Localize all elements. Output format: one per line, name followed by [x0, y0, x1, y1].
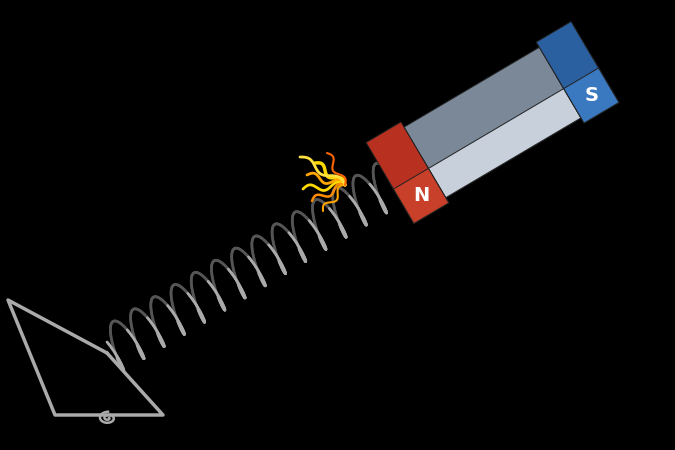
- Polygon shape: [387, 157, 449, 224]
- Polygon shape: [429, 89, 581, 198]
- Polygon shape: [404, 47, 564, 168]
- Polygon shape: [394, 168, 449, 224]
- Polygon shape: [421, 76, 581, 198]
- Polygon shape: [366, 122, 429, 189]
- Text: S: S: [585, 86, 598, 105]
- Polygon shape: [557, 56, 619, 123]
- Polygon shape: [564, 68, 619, 123]
- Polygon shape: [536, 22, 599, 89]
- Text: N: N: [413, 186, 429, 206]
